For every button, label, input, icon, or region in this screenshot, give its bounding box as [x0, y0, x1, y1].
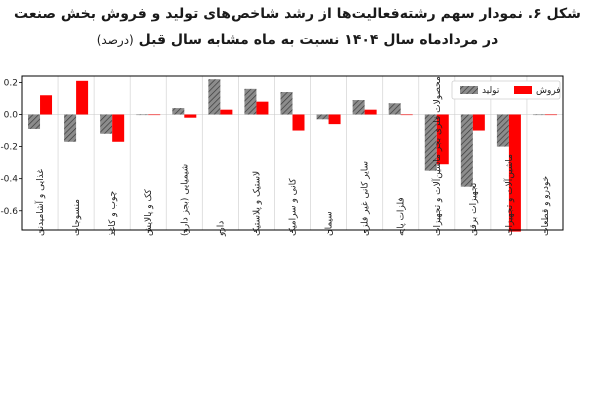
bar-production — [496, 114, 509, 147]
x-category-label: منسوجات — [72, 199, 82, 236]
x-category-label: کانی و سرامیک — [289, 178, 299, 236]
x-axis-categories: غذایی و آشامیدنی منسوجات چوب و کاغذ کک و پا… — [34, 76, 551, 237]
bar-sales — [112, 114, 125, 142]
y-tick-label: -0.4 — [0, 175, 18, 185]
bar-sales — [148, 114, 161, 116]
x-category-label: ماشین‌آلات و تجهیزات — [503, 154, 515, 236]
x-category-label: کک و پالایش — [144, 189, 154, 236]
bar-sales — [472, 114, 485, 131]
bar-sales — [400, 114, 413, 116]
bar-sales — [220, 109, 233, 115]
bar-production — [28, 114, 41, 129]
legend-swatch-production — [460, 86, 478, 94]
y-axis-ticks: 0.2 0.0 -0.2 -0.4 -0.6 — [0, 78, 22, 217]
bar-production — [280, 92, 293, 115]
chart-subtitle: در مردادماه سال ۱۴۰۴ نسبت به ماه مشابه س… — [0, 32, 595, 48]
bar-production — [424, 114, 437, 171]
x-category-label: دارو — [216, 221, 226, 237]
legend-label-sales: فروش — [536, 86, 561, 96]
bar-production — [208, 79, 221, 115]
x-category-label: فلزات پایه — [397, 197, 407, 236]
x-category-label: سیمان — [325, 211, 335, 236]
bar-sales — [184, 114, 197, 118]
bar-production — [388, 103, 401, 115]
bar-production — [244, 88, 257, 115]
x-category-label: شیمیایی (بجز دارو) — [180, 164, 190, 236]
x-category-label: لاستیک و پلاستیک — [252, 171, 262, 236]
y-tick-label: 0.0 — [4, 111, 19, 121]
bar-production — [532, 114, 545, 116]
x-category-label: غذایی و آشامیدنی — [34, 169, 46, 236]
bar-production — [316, 114, 329, 120]
bar-production — [100, 114, 113, 134]
bar-sales — [508, 114, 521, 232]
x-category-label: تجهیزات برقی — [469, 182, 479, 236]
x-category-label: چوب و کاغذ — [108, 191, 118, 236]
bar-sales — [436, 114, 449, 165]
bar-sales — [544, 114, 557, 116]
x-category-label: خودرو و قطعات — [541, 176, 551, 236]
legend: تولید فروش — [451, 80, 561, 100]
bar-sales — [256, 101, 269, 115]
bar-production — [352, 100, 365, 115]
y-tick-label: -0.6 — [0, 207, 18, 217]
y-tick-label: -0.2 — [0, 143, 18, 153]
bar-sales — [40, 95, 53, 115]
bars — [28, 79, 557, 232]
bar-sales — [292, 114, 305, 131]
legend-swatch-sales — [514, 86, 532, 94]
x-category-label: سایر کانی غیر فلزی — [361, 161, 371, 236]
legend-label-production: تولید — [482, 86, 500, 96]
bar-sales — [328, 114, 341, 125]
subtitle-unit: (درصد) — [96, 33, 134, 47]
bar-production — [172, 108, 185, 115]
y-tick-label: 0.2 — [4, 78, 18, 88]
legend-box — [451, 80, 561, 100]
chart-title: شکل ۶. نمودار سهم رشته‌فعالیت‌ها از رشد … — [14, 6, 581, 22]
x-category-label: محصولات فلزی بجز ماشین‌آلات و تجهیزات — [431, 76, 443, 236]
subtitle-text: در مردادماه سال ۱۴۰۴ نسبت به ماه مشابه س… — [138, 32, 499, 48]
bar-production — [64, 114, 77, 142]
bar-production — [136, 114, 149, 116]
bar-production — [460, 114, 473, 187]
bar-sales — [76, 80, 89, 115]
bar-sales — [364, 109, 377, 115]
